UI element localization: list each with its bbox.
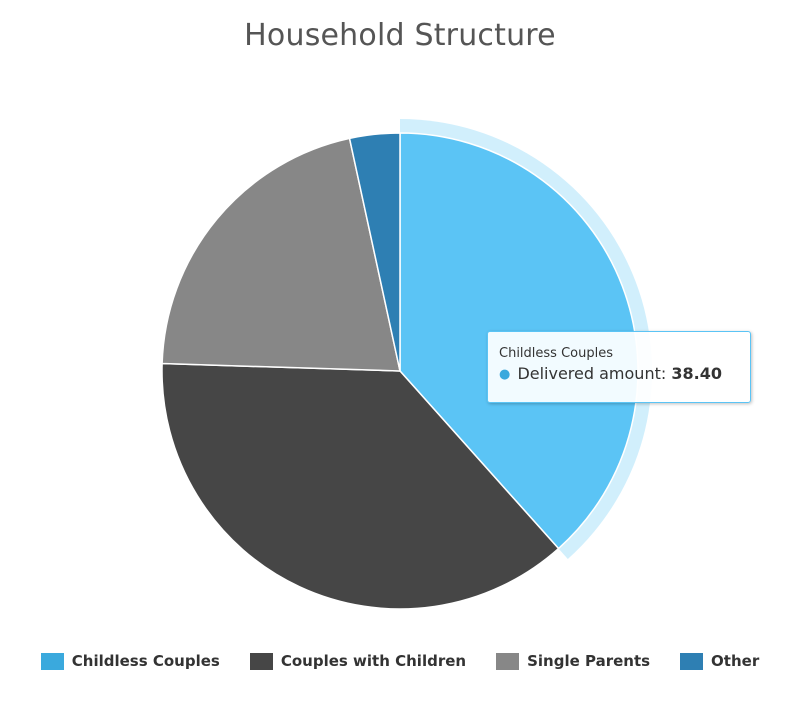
pie-slice-single-parents[interactable] (161, 137, 401, 372)
legend-label: Childless Couples (71, 652, 220, 670)
legend-swatch (40, 652, 64, 670)
tooltip-bullet-icon: ● (499, 367, 511, 382)
legend-item-childless-couples[interactable]: Childless Couples (40, 652, 220, 670)
legend-swatch (249, 652, 273, 670)
legend-item-single-parents[interactable]: Single Parents (496, 652, 650, 670)
tooltip-series-label: Delivered amount: (517, 364, 667, 383)
legend-label: Other (711, 652, 760, 670)
legend-item-couples-with-children[interactable]: Couples with Children (249, 652, 467, 670)
legend-item-other[interactable]: Other (680, 652, 759, 670)
tooltip-row: ● Delivered amount: 38.40 (499, 363, 740, 386)
legend: Childless Couples Couples with Children … (0, 652, 800, 670)
tooltip: Childless Couples ● Delivered amount: 38… (487, 331, 751, 403)
legend-label: Single Parents (527, 652, 651, 670)
legend-label: Couples with Children (280, 652, 467, 670)
pie-slice-couples-with-children[interactable] (161, 362, 560, 610)
chart-title: Household Structure (244, 18, 556, 53)
pie-slice-other[interactable] (348, 132, 401, 372)
legend-swatch (680, 652, 704, 670)
legend-swatch (496, 652, 520, 670)
tooltip-value: 38.40 (671, 364, 722, 383)
tooltip-header: Childless Couples (499, 346, 613, 361)
